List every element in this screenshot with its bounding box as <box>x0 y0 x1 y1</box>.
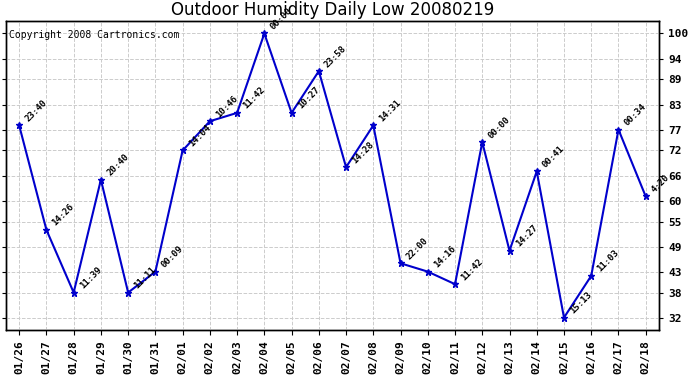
Text: 22:00: 22:00 <box>405 236 430 261</box>
Text: 14:16: 14:16 <box>432 244 457 270</box>
Title: Outdoor Humidity Daily Low 20080219: Outdoor Humidity Daily Low 20080219 <box>171 2 494 20</box>
Text: 00:09: 00:09 <box>159 244 185 270</box>
Text: 11:11: 11:11 <box>132 265 158 290</box>
Text: 15:13: 15:13 <box>568 290 593 315</box>
Text: 11:42: 11:42 <box>241 86 266 111</box>
Text: 14:27: 14:27 <box>513 223 539 249</box>
Text: 00:41: 00:41 <box>541 144 566 169</box>
Text: 11:03: 11:03 <box>595 248 621 274</box>
Text: 23:40: 23:40 <box>23 98 49 123</box>
Text: 14:28: 14:28 <box>351 140 375 165</box>
Text: 10:46: 10:46 <box>214 94 239 119</box>
Text: 11:42: 11:42 <box>459 256 484 282</box>
Text: 23:58: 23:58 <box>323 44 348 69</box>
Text: 11:39: 11:39 <box>78 265 104 290</box>
Text: 00:00: 00:00 <box>268 6 294 32</box>
Text: 14:04: 14:04 <box>187 123 212 148</box>
Text: 20:40: 20:40 <box>105 152 130 177</box>
Text: 10:27: 10:27 <box>296 86 321 111</box>
Text: 00:00: 00:00 <box>486 115 512 140</box>
Text: 00:34: 00:34 <box>622 102 648 128</box>
Text: 4:20: 4:20 <box>650 173 671 194</box>
Text: Copyright 2008 Cartronics.com: Copyright 2008 Cartronics.com <box>9 30 179 40</box>
Text: 14:26: 14:26 <box>50 202 76 228</box>
Text: 14:31: 14:31 <box>377 98 403 123</box>
